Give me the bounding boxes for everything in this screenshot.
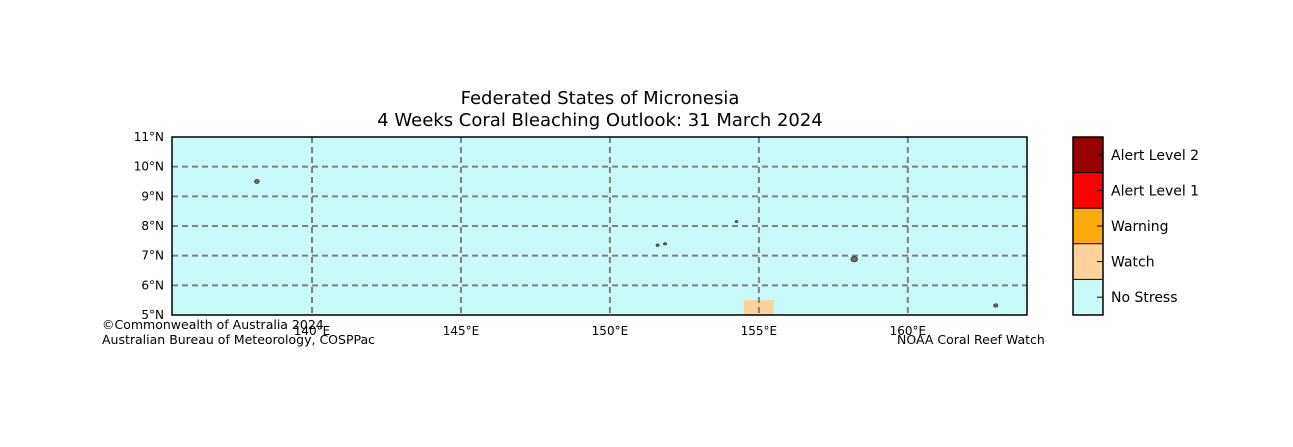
lon-tick-label: 160°E [890,324,927,338]
legend-frame [1072,136,1104,316]
island-marker [655,243,660,247]
lon-tick-label: 140°E [294,324,331,338]
map-frame [171,136,1028,316]
legend-label: Watch [1111,255,1155,271]
bom-credit: Australian Bureau of Meteorology, COSPPa… [102,332,375,347]
lat-tick-label: 10°N [134,160,164,174]
lat-tick-label: 9°N [141,189,164,203]
lon-tick-label: 145°E [443,324,480,338]
lat-tick-label: 8°N [141,219,164,233]
island-marker [254,179,260,184]
lat-tick-label: 6°N [141,278,164,292]
noaa-credit: NOAA Coral Reef Watch [897,332,1045,347]
lat-tick-label: 11°N [134,130,164,144]
legend-label: No Stress [1111,290,1178,306]
legend-label: Alert Level 1 [1111,183,1199,199]
map-title: Federated States of Micronesia [460,88,740,109]
map-background [172,137,1027,315]
island-marker [663,242,667,246]
island-marker [850,256,858,263]
legend-label: Warning [1111,219,1169,235]
map-subtitle: 4 Weeks Coral Bleaching Outlook: 31 Marc… [377,110,823,131]
island-marker [734,220,739,224]
legend-label: Alert Level 2 [1111,148,1199,164]
lat-tick-label: 7°N [141,249,164,263]
copyright-credit: ©Commonwealth of Australia 2024 [102,317,324,332]
lat-tick-label: 5°N [141,308,164,322]
lon-tick-label: 150°E [592,324,629,338]
lon-tick-label: 155°E [741,324,778,338]
island-marker [993,303,999,308]
